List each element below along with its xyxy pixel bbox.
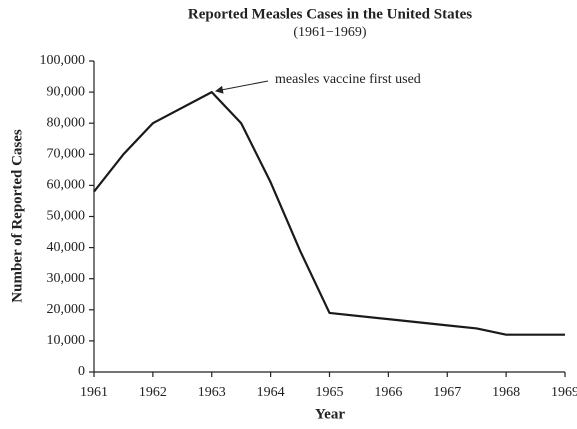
data-line [93, 91, 565, 336]
x-tick-label: 1966 [374, 385, 402, 400]
y-tick-label: 10,000 [47, 333, 86, 348]
x-axis-label: Year [315, 406, 345, 422]
x-tick-label: 1962 [139, 385, 167, 400]
chart-title: Reported Measles Cases in the United Sta… [188, 6, 472, 22]
x-tick-label: 1961 [80, 385, 108, 400]
x-tick-label: 1964 [257, 385, 285, 400]
chart-subtitle: (1961−1969) [293, 25, 367, 40]
annotation: measles vaccine first used [275, 72, 421, 87]
y-axis-label: Number of Reported Cases [9, 129, 25, 303]
y-tick-label: 20,000 [47, 302, 86, 317]
y-tick-label: 70,000 [47, 147, 86, 162]
y-tick-label: 0 [78, 364, 85, 379]
y-tick-label: 90,000 [47, 84, 86, 99]
x-tick-label: 1965 [316, 385, 344, 400]
x-tick-label: 1963 [198, 385, 226, 400]
y-tick-label: 40,000 [47, 240, 86, 255]
x-tick-label: 1968 [492, 385, 520, 400]
y-tick-label: 60,000 [47, 178, 86, 193]
y-tick-label: 50,000 [47, 209, 86, 224]
x-tick-label: 1967 [433, 385, 461, 400]
x-tick-label: 1969 [551, 385, 577, 400]
y-tick-label: 80,000 [47, 115, 86, 130]
annotation-arrow [215, 80, 269, 94]
y-tick-label: 100,000 [40, 53, 86, 68]
y-tick-label: 30,000 [47, 271, 86, 286]
